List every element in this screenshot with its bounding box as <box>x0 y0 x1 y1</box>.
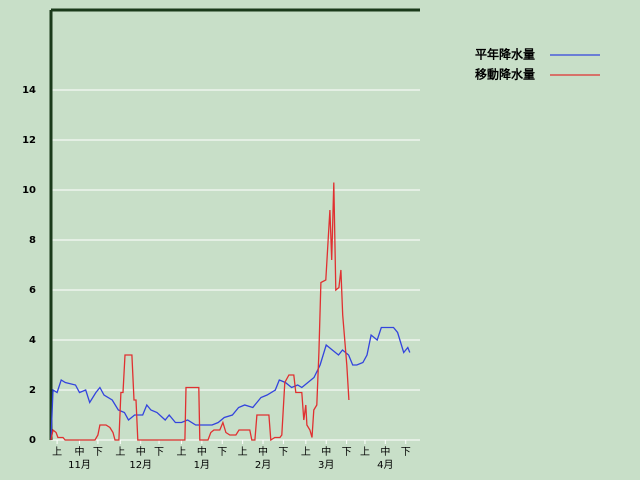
x-tick-label: 下 <box>154 447 164 458</box>
x-tick-label: 下 <box>342 447 352 458</box>
y-tick-label: 8 <box>29 235 36 246</box>
y-tick-label: 10 <box>22 185 36 196</box>
y-tick-label: 0 <box>29 435 36 446</box>
y-tick-label: 12 <box>22 135 36 146</box>
month-label: 2月 <box>255 459 271 471</box>
x-tick-label: 上 <box>238 446 248 458</box>
x-tick-label: 中 <box>197 445 207 458</box>
x-tick-label: 下 <box>278 447 288 458</box>
y-tick-label: 6 <box>29 285 36 296</box>
month-label: 11月 <box>68 459 91 471</box>
y-tick-label: 4 <box>29 335 36 346</box>
x-tick-label: 中 <box>75 445 85 458</box>
x-tick-label: 下 <box>401 447 411 458</box>
x-tick-label: 上 <box>115 446 125 458</box>
month-label: 12月 <box>129 459 152 471</box>
month-label: 4月 <box>377 459 393 471</box>
x-tick-label: 下 <box>93 447 103 458</box>
y-tick-label: 14 <box>22 85 36 96</box>
y-tick-label: 2 <box>29 385 36 396</box>
series-line <box>50 182 350 442</box>
x-tick-label: 上 <box>176 446 186 458</box>
x-tick-label: 上 <box>52 446 62 458</box>
x-tick-label: 上 <box>301 446 311 458</box>
series-line <box>50 326 411 441</box>
x-tick-label: 中 <box>380 445 390 458</box>
x-tick-label: 下 <box>217 447 227 458</box>
month-label: 3月 <box>318 459 334 471</box>
x-tick-label: 中 <box>258 445 268 458</box>
month-label: 1月 <box>194 459 210 471</box>
x-tick-label: 中 <box>321 445 331 458</box>
legend-label: 平年降水量 <box>475 47 535 62</box>
x-tick-label: 上 <box>360 446 370 458</box>
legend-label: 移動降水量 <box>475 67 535 82</box>
x-tick-label: 中 <box>136 445 146 458</box>
